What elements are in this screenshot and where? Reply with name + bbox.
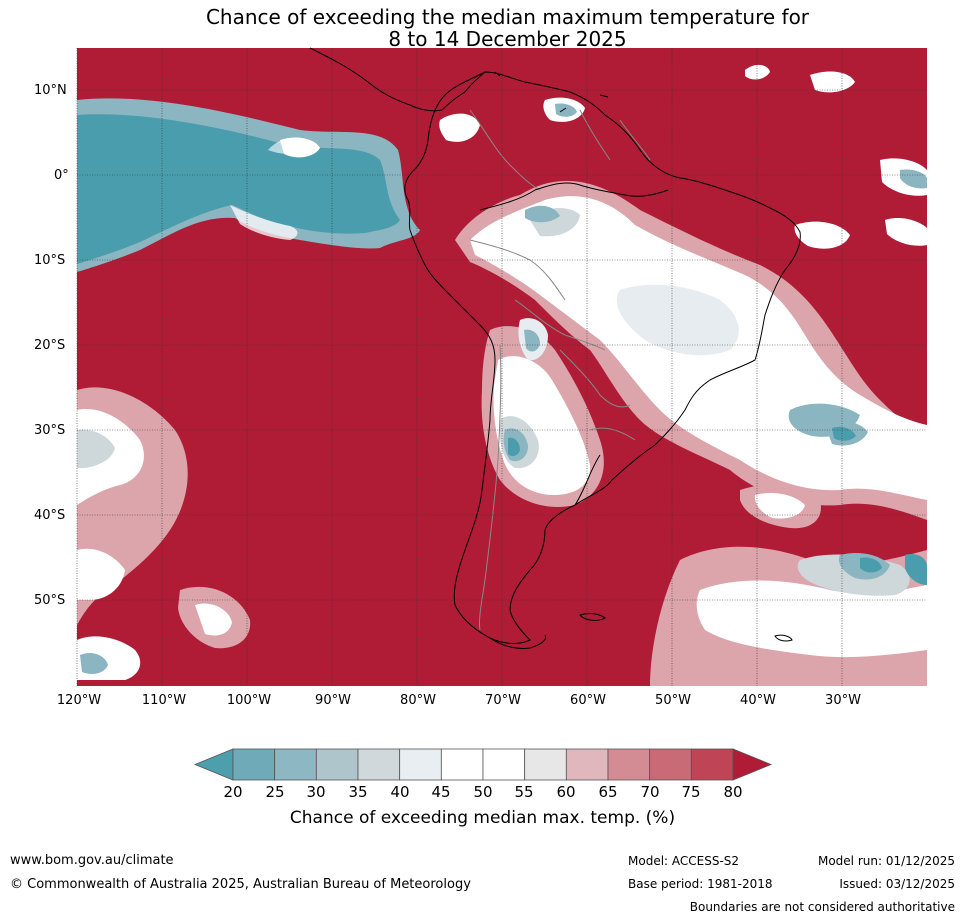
lon-label-50w: 50°W <box>655 693 691 708</box>
lon-label-40w: 40°W <box>740 693 776 708</box>
south-atlantic-blue-patch-3 <box>832 426 856 441</box>
colorbar-tick-45: 45 <box>431 783 451 801</box>
argentina-blue-core <box>508 437 520 457</box>
south-atlantic-blue-core-se <box>860 557 882 573</box>
map-title-line-1: Chance of exceeding the median maximum t… <box>205 5 810 29</box>
border-argentina-east <box>574 454 601 506</box>
lat-label-40s: 40°S <box>34 508 66 523</box>
south-america-coastline <box>404 71 801 644</box>
altiplano-blue-strip <box>524 329 540 352</box>
brazil-light-grey-patch <box>616 284 739 356</box>
colorbar-tick-25: 25 <box>265 783 285 801</box>
south-atlantic-white-se <box>696 580 927 658</box>
colorbar-title: Chance of exceeding median max. temp. (%… <box>289 808 676 828</box>
base-period: Base period: 1981-2018 <box>628 877 773 891</box>
equatorial-atlantic-white-patch <box>794 221 850 249</box>
lon-label-30w: 30°W <box>825 693 861 708</box>
colorbar-tick-75: 75 <box>681 783 701 801</box>
lon-label-90w: 90°W <box>315 693 351 708</box>
colorbar-segment <box>232 748 276 781</box>
colorbar-segment <box>690 748 734 781</box>
south-atlantic-white-mid <box>754 493 805 519</box>
probability-field <box>77 48 927 686</box>
lat-label-10n: 10°N <box>34 83 67 98</box>
falkland-islands <box>579 613 606 621</box>
colorbar-segment <box>274 748 317 781</box>
colorbar-tick-50: 50 <box>473 783 493 801</box>
lat-label-20s: 20°S <box>34 338 66 353</box>
equatorial-atlantic-white-patch-2 <box>885 217 927 246</box>
lon-label-80w: 80°W <box>400 693 436 708</box>
lon-label-110w: 110°W <box>141 693 187 708</box>
colorbar-segment <box>649 748 692 781</box>
lon-label-60w: 60°W <box>570 693 606 708</box>
lat-label-10s: 10°S <box>34 253 66 268</box>
caribbean-islands <box>494 71 609 113</box>
pacific-cool-tongue <box>77 114 400 264</box>
border-uruguay <box>589 427 636 441</box>
issued-date: Issued: 03/12/2025 <box>839 877 955 891</box>
colorbar-tick-60: 60 <box>556 783 576 801</box>
border-brazil-north <box>479 182 669 211</box>
colorbar-tick-40: 40 <box>390 783 410 801</box>
colorbar-segment <box>440 748 484 781</box>
lat-label-30s: 30°S <box>34 423 66 438</box>
colombia-white-patch <box>439 113 480 142</box>
colorbar-segment <box>565 748 609 781</box>
lat-label-50s: 50°S <box>34 593 66 608</box>
model-run-date: Model run: 01/12/2025 <box>817 854 955 868</box>
colorbar-segment <box>315 748 359 781</box>
border-chile-argentina <box>479 344 502 631</box>
tierra-del-fuego <box>489 634 547 649</box>
colorbar-extend-high <box>732 748 773 781</box>
country-borders <box>469 109 651 631</box>
copyright-text: © Commonwealth of Australia 2025, Austra… <box>10 877 471 892</box>
south-georgia <box>774 634 793 642</box>
central-america-coastline <box>309 47 486 112</box>
colorbar-tick-20: 20 <box>223 783 243 801</box>
lat-label-0: 0° <box>54 168 69 183</box>
website-link[interactable]: www.bom.gov.au/climate <box>10 853 174 868</box>
model-name: Model: ACCESS-S2 <box>628 854 740 868</box>
colorbar-segment <box>524 748 567 781</box>
coastlines <box>309 47 801 649</box>
south-pacific-blue-south <box>80 653 108 674</box>
south-pacific-grey-west <box>77 429 115 468</box>
graticule <box>76 48 927 686</box>
colorbar-segment <box>607 748 651 781</box>
colorbar-segment <box>482 748 526 781</box>
north-atlantic-blue-patch <box>900 169 927 189</box>
colorbar-segment <box>357 748 401 781</box>
south-pacific-white-mid <box>195 603 232 636</box>
border-guianas <box>579 109 651 161</box>
colorbar-tick-30: 30 <box>306 783 326 801</box>
caribbean-blue-patch <box>555 103 577 117</box>
colorbar-extend-low <box>193 748 234 781</box>
lon-label-70w: 70°W <box>485 693 521 708</box>
border-colombia-venezuela <box>469 109 541 191</box>
lon-label-100w: 100°W <box>226 693 272 708</box>
border-paraguay <box>559 349 631 408</box>
south-pacific-white-west-2 <box>77 548 125 600</box>
north-atlantic-white-patch <box>810 71 855 93</box>
map-title-line-2: 8 to 14 December 2025 <box>388 27 627 51</box>
colorbar-tick-55: 55 <box>514 783 534 801</box>
boundaries-disclaimer: Boundaries are not considered authoritat… <box>689 900 955 914</box>
colorbar-tick-65: 65 <box>598 783 618 801</box>
brazil-blue-patch <box>525 205 560 223</box>
south-atlantic-blue-far-east <box>905 554 927 585</box>
colorbar-segment <box>399 748 442 781</box>
colorbar-tick-70: 70 <box>640 783 660 801</box>
lon-label-120w: 120°W <box>56 693 102 708</box>
colorbar-tick-80: 80 <box>723 783 743 801</box>
colorbar-tick-35: 35 <box>348 783 368 801</box>
colorbar <box>193 748 773 781</box>
border-bolivia <box>514 299 606 351</box>
region-borders <box>479 182 669 506</box>
north-atlantic-white-patch-3 <box>745 64 770 80</box>
pacific-white-patch-north <box>280 137 320 158</box>
